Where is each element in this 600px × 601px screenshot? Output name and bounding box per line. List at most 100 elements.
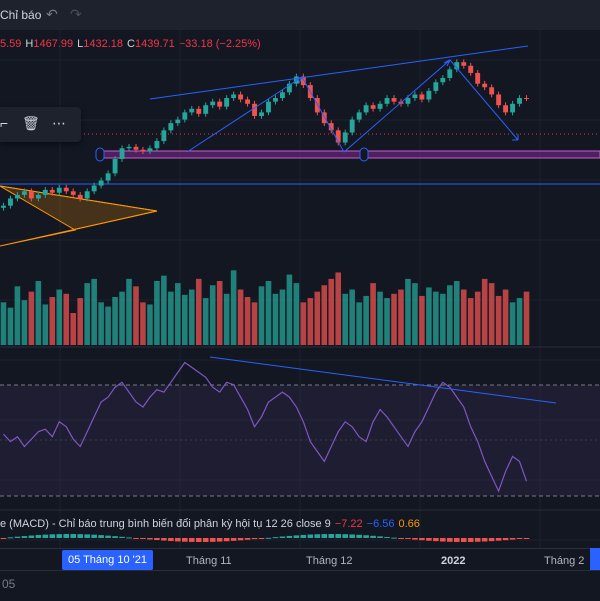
volume-bar [140,302,146,345]
indicators-button[interactable]: Chỉ báo [0,8,42,22]
candle-body [517,98,522,104]
macd-bar [293,535,300,538]
undo-icon[interactable]: ↶ [46,6,58,22]
candle-body [112,159,118,174]
volume-bar [216,281,223,345]
volume-bar [307,298,314,345]
macd-value: −7.22 [334,518,363,530]
volume-bar [209,285,216,345]
macd-bar [119,536,125,538]
macd-bar [182,538,188,542]
candle-body [419,94,425,100]
volume-bar [440,293,446,345]
candle-body [363,105,369,113]
volume-bar [370,283,376,345]
volume-bar [342,293,348,345]
volume-bar [42,304,49,345]
upper-trendline[interactable] [149,45,529,100]
macd-bar [265,537,272,539]
volume-bar [481,278,488,345]
macd-bar [105,535,111,538]
macd-bar [237,538,244,541]
scale-corner-button[interactable] [590,548,600,570]
macd-bar [223,538,230,542]
macd-histogram [0,534,530,542]
candle-body [28,191,34,199]
macd-bar [7,537,14,539]
candle-body [384,98,390,104]
rsi-divergence-line[interactable] [209,356,557,404]
macd-bar [209,538,216,542]
macd-bar [126,537,132,539]
macd-bar [0,538,7,539]
macd-bar [460,538,467,542]
more-icon[interactable]: ⋯ [52,115,67,131]
macd-bar [112,536,118,538]
volume-bar [293,283,300,345]
volume-bar [105,306,111,345]
wave-arrow-1-icon [295,76,303,84]
candle-body [377,103,383,109]
macd-bar [188,538,195,542]
volume-bar [7,307,14,345]
macd-bar [349,534,355,538]
candle-body [49,189,55,193]
macd-bar [300,534,307,538]
candle-body [231,94,237,99]
candle-body [140,149,146,152]
zone-handle-right-icon[interactable] [359,147,369,162]
volume-bar [175,283,181,345]
time-axis[interactable]: 05 Tháng 10 '21 Tháng 11 Tháng 12 2022 T… [0,548,600,571]
macd-bar [161,538,167,541]
volume-bar [447,285,453,345]
volume-bar [98,302,104,345]
candle-body [21,191,27,195]
candle-body [356,112,362,120]
zone-handle-left-icon[interactable] [95,147,105,162]
candle-body [475,72,481,84]
lock-icon[interactable]: ⌐ [0,115,9,131]
candle-body [133,146,139,150]
candle-body [98,180,104,186]
candle-body [286,83,292,93]
macd-bar [440,538,446,542]
macd-bar [77,534,83,538]
candle-body [342,132,348,143]
volume-bar [49,297,56,345]
candles [1,59,529,211]
drawing-toolbox: ⌐ 🗑 ⋯ [0,107,81,142]
volume-bar [495,295,502,345]
candle-body [440,77,446,83]
macd-bar [244,538,251,540]
macd-bar [412,538,418,540]
volume-bar [467,298,474,345]
volume-bar [363,295,369,345]
volume-bar [133,286,139,345]
volume-bar [223,293,230,345]
time-label: Tháng 12 [306,555,353,567]
low-value: 1432.18 [83,38,124,50]
candle-body [161,130,167,142]
macd-bar [426,538,432,541]
time-label: Tháng 2 [544,555,585,567]
volume-bar [279,289,286,345]
candle-body [252,103,257,116]
support-zone[interactable] [99,150,600,159]
price-chart[interactable] [0,0,600,548]
volume-bar [84,283,90,345]
redo-icon[interactable]: ↷ [70,6,82,22]
time-label: Tháng 11 [186,555,232,567]
chart-toolbar: Chỉ báo ↶ ↷ [0,0,600,30]
candle-body [175,119,181,124]
trash-icon[interactable]: 🗑 [22,115,40,131]
volume-bar [244,297,251,345]
macd-bar [335,534,342,538]
wave-path[interactable] [186,59,519,153]
macd-bar [14,536,21,538]
candle-body [405,98,411,104]
candle-body [182,112,188,120]
macd-bar [356,534,362,538]
volume-bar [474,291,481,345]
timezone-label[interactable]: 05 [2,577,16,591]
macd-bar [516,538,523,539]
